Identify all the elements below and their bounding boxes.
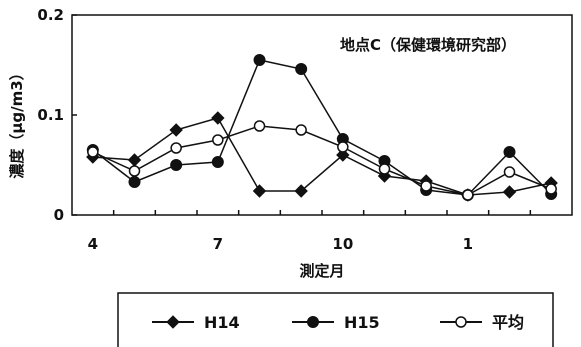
x-tick-label: 7 (213, 235, 223, 253)
series-3 (87, 120, 557, 201)
legend-marker (307, 316, 319, 328)
series-line (92, 117, 552, 196)
data-point (295, 124, 307, 136)
series-line (92, 125, 552, 196)
data-point (170, 159, 183, 171)
y-axis-label: 濃度（μg/m3） (8, 65, 26, 178)
legend-item: 平均 (440, 313, 524, 332)
series-line (92, 59, 552, 196)
data-point (253, 54, 266, 66)
y-tick-label: 0.1 (37, 106, 64, 124)
data-point (337, 141, 349, 153)
data-point (211, 111, 225, 125)
legend-item: H15 (292, 313, 380, 332)
data-point (294, 184, 308, 198)
legend-item: H14 (152, 313, 240, 332)
legend-label: H14 (204, 313, 240, 332)
series-1 (86, 111, 558, 202)
data-point (128, 165, 141, 177)
x-tick-label: 4 (88, 235, 98, 253)
y-axis: 0 0.1 0.2 (37, 6, 77, 224)
legend-label: H15 (344, 313, 380, 332)
series-2 (86, 54, 558, 201)
series-layer (86, 54, 558, 202)
data-point (87, 146, 99, 158)
chart-title: 地点C（保健環境研究部） (340, 36, 516, 54)
data-point (253, 120, 266, 132)
y-tick-label: 0.2 (37, 6, 64, 24)
data-point (295, 63, 308, 75)
data-point (502, 185, 517, 199)
data-point (169, 123, 183, 137)
data-point (378, 163, 391, 175)
x-axis-label: 測定月 (299, 262, 344, 280)
x-tick-label: 1 (463, 235, 473, 253)
x-axis: 4 7 10 1 (88, 210, 532, 253)
y-tick-label: 0 (54, 206, 64, 224)
data-point (545, 183, 557, 195)
data-point (128, 176, 141, 188)
data-point (212, 134, 224, 146)
data-point (211, 156, 224, 168)
x-tick-label: 10 (332, 235, 353, 253)
data-point (420, 180, 432, 192)
legend-label: 平均 (492, 313, 524, 332)
legend-box (117, 292, 554, 347)
legend: H14 H15 平均 (117, 292, 554, 347)
data-point (252, 184, 267, 198)
legend-marker (455, 316, 467, 328)
legend-items: H14 H15 平均 (152, 313, 524, 332)
data-point (170, 142, 182, 154)
data-point (462, 189, 474, 201)
data-point (503, 166, 516, 178)
data-point (503, 146, 516, 158)
data-point (127, 153, 142, 167)
data-point (336, 148, 350, 162)
legend-marker (166, 315, 180, 329)
